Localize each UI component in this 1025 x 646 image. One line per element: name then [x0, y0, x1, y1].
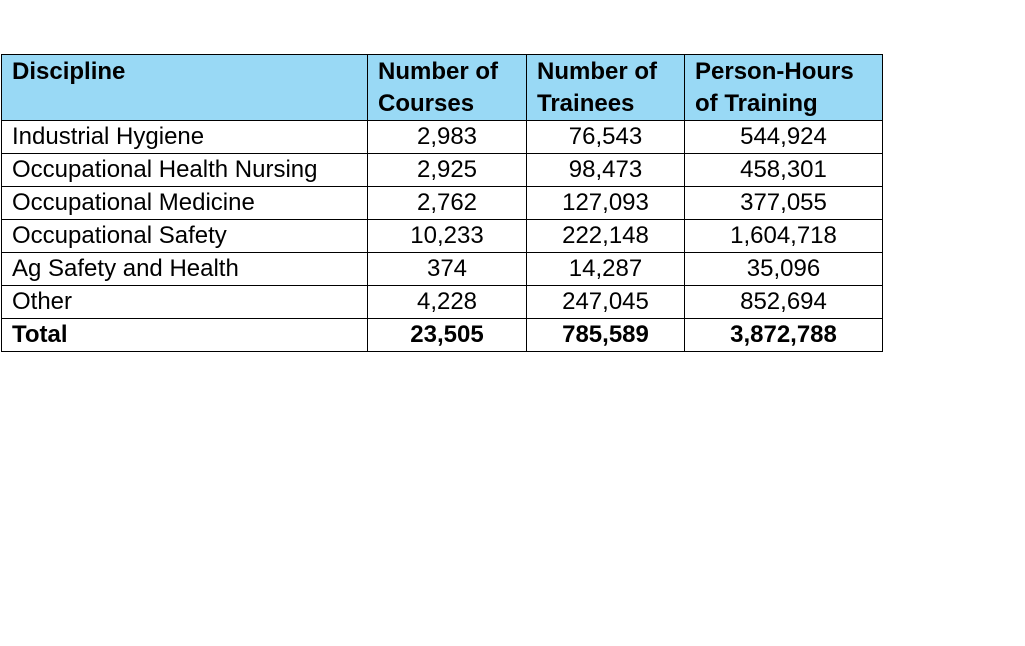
- discipline-cell: Occupational Medicine: [1, 186, 368, 220]
- table-row: Other 4,228 247,045 852,694: [1, 285, 883, 319]
- header-number-of-courses: Number of Courses: [367, 54, 527, 121]
- courses-cell: 2,983: [367, 120, 527, 154]
- table-row: Ag Safety and Health 374 14,287 35,096: [1, 252, 883, 286]
- person-hours-cell: 544,924: [684, 120, 883, 154]
- discipline-cell: Occupational Safety: [1, 219, 368, 253]
- person-hours-cell: 852,694: [684, 285, 883, 319]
- discipline-cell: Other: [1, 285, 368, 319]
- trainees-cell: 247,045: [526, 285, 685, 319]
- discipline-cell: Industrial Hygiene: [1, 120, 368, 154]
- trainees-cell: 14,287: [526, 252, 685, 286]
- header-person-hours: Person-Hours of Training: [684, 54, 883, 121]
- courses-cell: 2,925: [367, 153, 527, 187]
- discipline-cell: Ag Safety and Health: [1, 252, 368, 286]
- table-row: Occupational Health Nursing 2,925 98,473…: [1, 153, 883, 187]
- trainees-cell: 222,148: [526, 219, 685, 253]
- total-trainees: 785,589: [526, 318, 685, 352]
- training-table: Discipline Number of Courses Number of T…: [1, 54, 883, 352]
- header-row: Discipline Number of Courses Number of T…: [1, 54, 883, 121]
- courses-cell: 2,762: [367, 186, 527, 220]
- total-person-hours: 3,872,788: [684, 318, 883, 352]
- person-hours-cell: 458,301: [684, 153, 883, 187]
- table-row: Occupational Safety 10,233 222,148 1,604…: [1, 219, 883, 253]
- trainees-cell: 127,093: [526, 186, 685, 220]
- courses-cell: 4,228: [367, 285, 527, 319]
- total-courses: 23,505: [367, 318, 527, 352]
- total-label: Total: [1, 318, 368, 352]
- courses-cell: 374: [367, 252, 527, 286]
- discipline-cell: Occupational Health Nursing: [1, 153, 368, 187]
- trainees-cell: 76,543: [526, 120, 685, 154]
- table-row: Occupational Medicine 2,762 127,093 377,…: [1, 186, 883, 220]
- header-discipline: Discipline: [1, 54, 368, 121]
- person-hours-cell: 377,055: [684, 186, 883, 220]
- person-hours-cell: 35,096: [684, 252, 883, 286]
- total-row: Total 23,505 785,589 3,872,788: [1, 318, 883, 352]
- header-number-of-trainees: Number of Trainees: [526, 54, 685, 121]
- table-row: Industrial Hygiene 2,983 76,543 544,924: [1, 120, 883, 154]
- person-hours-cell: 1,604,718: [684, 219, 883, 253]
- courses-cell: 10,233: [367, 219, 527, 253]
- trainees-cell: 98,473: [526, 153, 685, 187]
